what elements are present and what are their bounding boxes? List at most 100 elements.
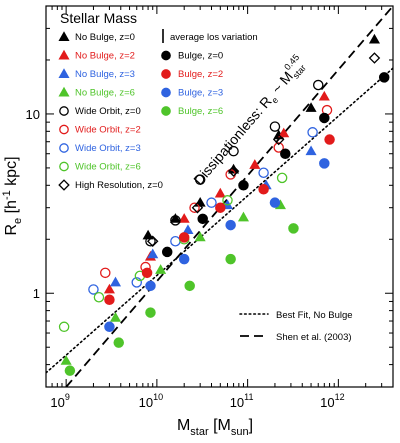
legend-marker: [59, 143, 69, 153]
data-point-bulge-z-3-1: [145, 280, 156, 292]
data-point-no-bulge-z-2-6: [318, 90, 330, 101]
legend-marker: [161, 69, 171, 79]
data-point-high-resolution-z-0-0: [146, 235, 159, 247]
data-point-bulge-z-3-2: [178, 253, 190, 265]
legend-label: No Bulge, z=2: [75, 51, 135, 62]
data-point-no-bulge-z-2-4: [249, 159, 261, 169]
legend-marker: [58, 31, 70, 41]
data-point-wide-orbit-z-0-2: [194, 174, 206, 185]
data-point-bulge-z-6-4: [225, 253, 236, 265]
data-point-bulge-z-0-2: [238, 180, 249, 191]
data-point-bulge-z-6-3: [184, 280, 195, 292]
data-point-bulge-z-2-4: [258, 184, 269, 195]
data-point-no-bulge-z-3-2: [182, 224, 194, 235]
legend-marker: [161, 50, 171, 61]
legend-marker: [58, 179, 70, 191]
data-point-no-bulge-z-0-6: [368, 33, 381, 44]
plot-frame-layer: [45, 5, 394, 388]
data-point-wide-orbit-z-6-0: [58, 321, 70, 333]
data-point-bulge-z-0-0: [161, 246, 173, 258]
data-point-bulge-z-3-0: [104, 321, 115, 333]
data-points-layer: [58, 33, 390, 376]
data-point-bulge-z-0-3: [280, 148, 291, 159]
data-point-no-bulge-z-0-5: [305, 102, 317, 112]
data-point-no-bulge-z-0-1: [169, 213, 181, 223]
legend-marker: [59, 161, 69, 172]
data-point-bulge-z-6-1: [113, 337, 124, 348]
data-point-no-bulge-z-6-3: [194, 231, 206, 242]
legend-marker: [59, 124, 69, 135]
fit-lines-layer: [46, 6, 393, 387]
legend-title: Stellar Mass: [60, 10, 137, 26]
x-tick-label: 1012: [320, 392, 344, 410]
axis-ticks-layer: 109 1010 1011 1012 1 10: [26, 5, 394, 410]
data-point-wide-orbit-z-6-1: [93, 291, 105, 303]
data-point-bulge-z-0-1: [197, 213, 208, 225]
legend-label: Wide Orbit, z=3: [75, 143, 141, 154]
data-point-bulge-z-6-0: [64, 365, 76, 376]
legend-label: Bulge, z=6: [178, 106, 223, 117]
legend-marker: [58, 49, 70, 60]
data-point-bulge-z-0-5: [378, 72, 390, 83]
plot-frame: [45, 5, 394, 388]
legend-layer: Stellar Mass No Bulge, z=0 No Bulge, z=2 No…: [58, 10, 353, 343]
data-point-wide-orbit-z-3-3: [206, 197, 217, 208]
y-tick-label: 1: [33, 286, 40, 301]
x-tick-label: 1010: [139, 392, 163, 410]
data-point-no-bulge-z-2-2: [178, 213, 190, 223]
legend-marker: [161, 87, 171, 98]
y-axis-label: Re [h-1 kpc]: [1, 156, 24, 235]
legend-label: No Bulge, z=6: [75, 88, 135, 99]
data-point-no-bulge-z-6-1: [109, 312, 122, 322]
legend-label: High Resolution, z=0: [75, 180, 163, 191]
x-axis-label: Mstar [Msun]: [177, 417, 253, 438]
data-point-no-bulge-z-2-3: [214, 187, 226, 198]
line-legend-label: Shen et al. (2003): [276, 332, 352, 343]
data-point-bulge-z-2-0: [104, 294, 115, 305]
data-point-bulge-z-3-4: [269, 197, 281, 208]
best-fit-line: [46, 67, 393, 374]
legend-label: Wide Orbit, z=0: [75, 106, 141, 117]
data-point-wide-orbit-z-0-3: [228, 145, 239, 157]
data-point-wide-orbit-z-3-2: [170, 235, 181, 247]
x-tick-label: 1011: [230, 392, 254, 410]
data-point-wide-orbit-z-3-1: [131, 277, 142, 288]
legend-label: Bulge, z=0: [178, 51, 223, 62]
legend-label: Bulge, z=3: [178, 88, 223, 99]
legend-marker: [58, 86, 70, 97]
data-point-bulge-z-3-3: [225, 219, 236, 231]
data-point-high-resolution-z-0-4: [368, 52, 381, 64]
data-point-no-bulge-z-3-1: [147, 248, 159, 259]
x-tick-label: 109: [50, 392, 69, 410]
data-point-wide-orbit-z-3-0: [88, 284, 99, 295]
data-point-bulge-z-0-4: [319, 112, 330, 124]
data-point-wide-orbit-z-0-5: [312, 79, 324, 91]
data-point-no-bulge-z-3-5: [305, 145, 317, 156]
axis-labels-layer: Mstar [Msun] Re [h-1 kpc]: [1, 156, 253, 438]
data-point-no-bulge-z-3-0: [109, 276, 122, 287]
data-point-high-resolution-z-0-3: [272, 133, 285, 146]
data-point-bulge-z-2-2: [178, 232, 190, 243]
avg-los-label: average los variation: [170, 32, 258, 43]
data-point-wide-orbit-z-6-5: [276, 172, 288, 184]
data-point-bulge-z-2-3: [215, 202, 226, 213]
legend-marker: [59, 106, 69, 116]
data-point-no-bulge-z-2-5: [278, 127, 290, 138]
data-point-bulge-z-3-5: [319, 158, 330, 169]
legend-label: Wide Orbit, z=2: [75, 125, 141, 136]
data-point-no-bulge-z-6-4: [237, 211, 249, 222]
data-point-no-bulge-z-6-2: [155, 264, 167, 274]
y-tick-label: 10: [26, 107, 40, 122]
data-point-wide-orbit-z-2-0: [100, 267, 111, 279]
data-point-wide-orbit-z-2-4: [273, 142, 284, 153]
legend-label: Bulge, z=2: [178, 69, 223, 80]
data-point-wide-orbit-z-6-4: [222, 195, 233, 206]
data-point-bulge-z-6-5: [288, 223, 299, 234]
legend-marker: [58, 68, 70, 78]
data-point-wide-orbit-z-3-4: [258, 167, 269, 178]
line-legend-label: Best Fit, No Bulge: [276, 310, 353, 321]
legend-label: No Bulge, z=3: [75, 69, 135, 80]
data-point-high-resolution-z-0-1: [191, 201, 204, 214]
